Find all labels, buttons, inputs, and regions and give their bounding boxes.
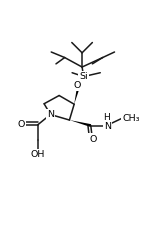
Text: N: N bbox=[104, 122, 111, 131]
Text: CH₃: CH₃ bbox=[122, 114, 140, 123]
Text: O: O bbox=[74, 81, 81, 90]
Text: O: O bbox=[90, 134, 97, 144]
Text: N: N bbox=[47, 110, 54, 119]
Text: OH: OH bbox=[31, 150, 45, 159]
Polygon shape bbox=[69, 120, 91, 127]
Polygon shape bbox=[74, 85, 80, 104]
Text: H: H bbox=[103, 114, 110, 123]
Text: Si: Si bbox=[79, 72, 88, 81]
Text: O: O bbox=[18, 120, 25, 129]
